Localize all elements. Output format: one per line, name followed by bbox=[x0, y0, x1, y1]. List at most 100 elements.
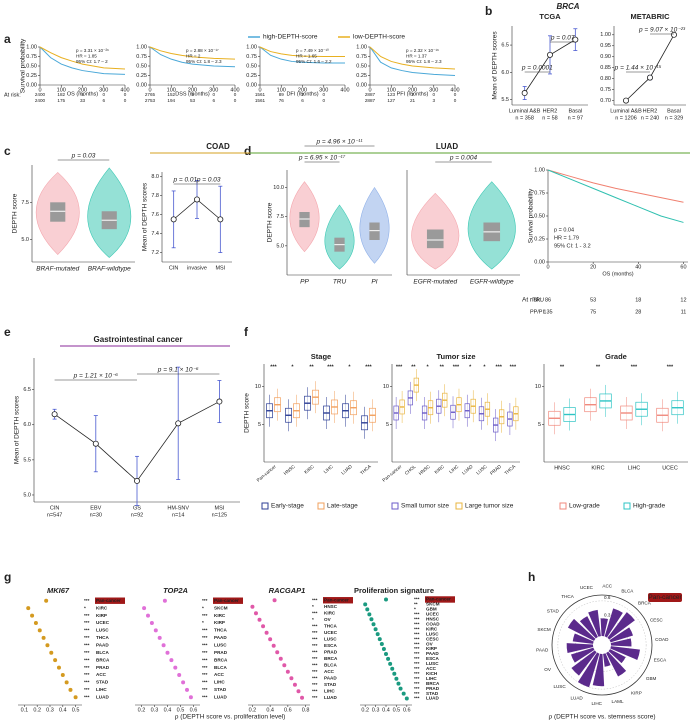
mean-point bbox=[92, 440, 99, 447]
y-tick-label: 0.75 bbox=[246, 54, 257, 60]
n-label: n=547 bbox=[47, 512, 62, 518]
x-tick-label: 200 bbox=[298, 87, 307, 93]
dot bbox=[388, 661, 393, 666]
mean-point bbox=[547, 51, 554, 58]
x-tick-label: Pan-cancer bbox=[381, 464, 403, 483]
at-risk-count: 33 bbox=[80, 98, 86, 103]
category-label: COAD bbox=[426, 621, 440, 626]
km-curve bbox=[369, 46, 456, 70]
panel-label: d bbox=[244, 144, 251, 158]
y-tick-label: 7.6 bbox=[151, 212, 159, 218]
significance: *** bbox=[312, 643, 318, 648]
x-tick-label: 60 bbox=[680, 264, 686, 270]
panel-label: a bbox=[4, 32, 11, 46]
y-tick-label: 7.4 bbox=[151, 231, 159, 237]
significance: *** bbox=[414, 681, 420, 686]
stat-text: p = 7.49 × 10⁻¹⁰ bbox=[296, 48, 329, 53]
significance: *** bbox=[84, 695, 90, 700]
dot bbox=[377, 637, 382, 642]
x-tick-label: HM-SNV bbox=[167, 505, 189, 511]
category-label: STAD bbox=[547, 608, 560, 613]
x-tick-label: 0.1 bbox=[21, 707, 29, 713]
x-tick-label: PP bbox=[300, 279, 309, 286]
y-tick-label: 1.00 bbox=[534, 167, 545, 173]
significance: *** bbox=[312, 695, 318, 700]
dot bbox=[292, 682, 297, 687]
category-label: ACC bbox=[96, 672, 107, 677]
category-label: LUAD bbox=[96, 695, 109, 700]
x-tick-label: 0.2 bbox=[33, 707, 41, 713]
dot bbox=[146, 613, 150, 618]
chart-title: TOP2A bbox=[163, 586, 188, 595]
banner: LUAD bbox=[436, 142, 458, 151]
at-risk-count: 2765 bbox=[145, 92, 156, 97]
y-axis-label: Mean of DEPTH scores bbox=[492, 31, 499, 100]
n-label: n = 58 bbox=[542, 115, 557, 121]
dot bbox=[44, 598, 49, 603]
category-label: GBM bbox=[426, 607, 437, 612]
mean-point bbox=[521, 90, 528, 97]
dot bbox=[64, 680, 69, 685]
significance: *** bbox=[312, 656, 318, 661]
at-risk-count: 11 bbox=[681, 309, 687, 315]
x-axis-label: OS (months) bbox=[67, 91, 98, 97]
at-risk-count: 6 bbox=[102, 98, 105, 103]
x-tick-label: 0.4 bbox=[59, 707, 67, 713]
significance: * bbox=[291, 364, 294, 370]
mean-point bbox=[671, 31, 678, 38]
category-label: BRCA bbox=[214, 657, 228, 662]
significance: *** bbox=[84, 643, 90, 648]
dot bbox=[26, 606, 31, 611]
x-tick-label: invasive bbox=[187, 265, 207, 271]
category-label: LUAD bbox=[214, 695, 227, 700]
dot bbox=[45, 643, 50, 648]
significance: *** bbox=[202, 613, 208, 618]
x-tick-label: 0 bbox=[368, 87, 371, 93]
legend-swatch bbox=[391, 502, 399, 510]
x-tick-label: UCEC bbox=[662, 465, 678, 471]
category-label: BLCA bbox=[214, 665, 227, 670]
category-label: BLCA bbox=[324, 662, 337, 667]
y-tick-label: 0.00 bbox=[246, 82, 257, 88]
significance: *** bbox=[510, 364, 517, 370]
p-value: p = 1.21 × 10⁻⁶ bbox=[73, 373, 119, 380]
significance: ** bbox=[560, 364, 565, 370]
y-tick-label: 6.0 bbox=[23, 422, 31, 428]
significance: *** bbox=[365, 364, 372, 370]
mean-point bbox=[623, 97, 630, 104]
y-tick-label: 1.00 bbox=[356, 44, 367, 50]
at-risk-count: 0 bbox=[454, 92, 457, 97]
y-tick-label: 0.25 bbox=[246, 73, 257, 79]
y-tick-label: 0.50 bbox=[26, 63, 37, 69]
x-tick-label: GS bbox=[133, 505, 141, 511]
category-label: SKCM bbox=[214, 605, 228, 610]
y-axis-label: DEPTH score bbox=[267, 202, 274, 242]
at-risk-count: 152 bbox=[167, 92, 175, 97]
category-label: LAML bbox=[612, 699, 624, 704]
mean-point bbox=[647, 74, 654, 81]
stat-text: p = 3.31 × 10⁻²⁶ bbox=[76, 48, 109, 53]
at-risk-count: 127 bbox=[387, 98, 395, 103]
banner: Gastrointestinal cancer bbox=[94, 335, 183, 344]
category-label: CESC bbox=[426, 636, 439, 641]
dot bbox=[296, 689, 301, 694]
category-label: SKCM bbox=[426, 602, 440, 607]
x-tick-label: 300 bbox=[209, 87, 218, 93]
x-tick-label: MSI bbox=[215, 265, 225, 271]
y-tick-label: 10 bbox=[255, 384, 261, 390]
p-value: p = 6.95 × 10⁻¹⁷ bbox=[298, 155, 346, 162]
x-tick-label: 100 bbox=[57, 87, 66, 93]
stat-text: 95% CI: 1.6 – 2.2 bbox=[296, 59, 332, 64]
mean-point bbox=[193, 196, 200, 203]
at-risk-count: 2887 bbox=[365, 98, 376, 103]
y-tick-label: 7.8 bbox=[151, 193, 159, 199]
category-label: THCA bbox=[96, 635, 109, 640]
x-tick-label: HER2 bbox=[543, 108, 558, 114]
y-tick-label: 5 bbox=[258, 422, 261, 428]
x-tick-label: Pan-cancer bbox=[256, 464, 278, 483]
category-label: KIRC bbox=[324, 610, 336, 615]
x-tick-label: 400 bbox=[120, 87, 129, 93]
category-label: LUSC bbox=[96, 628, 109, 633]
significance: * bbox=[483, 364, 486, 370]
dot bbox=[401, 691, 406, 696]
